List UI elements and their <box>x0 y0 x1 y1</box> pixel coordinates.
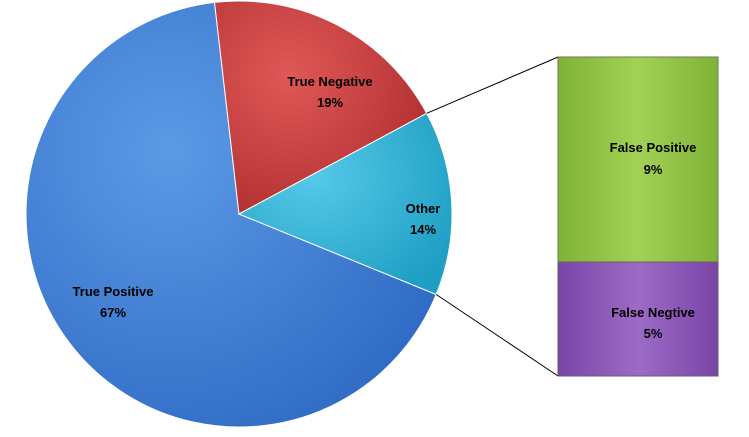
bar-segment-false-negative <box>557 261 719 377</box>
value-true-negative: 19% <box>317 95 343 110</box>
connector-line-top <box>426 56 559 114</box>
slice-true-positive <box>25 1 437 428</box>
label-other: Other <box>406 201 441 216</box>
slice-true-negative <box>213 0 428 215</box>
label-true-positive: True Positive <box>73 284 154 299</box>
slice-other <box>237 112 453 296</box>
label-false-positive: False Positive <box>610 140 697 155</box>
value-true-positive: 67% <box>100 305 126 320</box>
label-true-negative: True Negative <box>287 74 372 89</box>
bar-segment-false-positive <box>557 56 719 263</box>
value-false-positive: 9% <box>644 162 663 177</box>
value-other: 14% <box>410 222 436 237</box>
label-false-negative: False Negtive <box>611 305 695 320</box>
value-false-negative: 5% <box>644 326 663 341</box>
connector-line-bottom <box>435 294 559 377</box>
